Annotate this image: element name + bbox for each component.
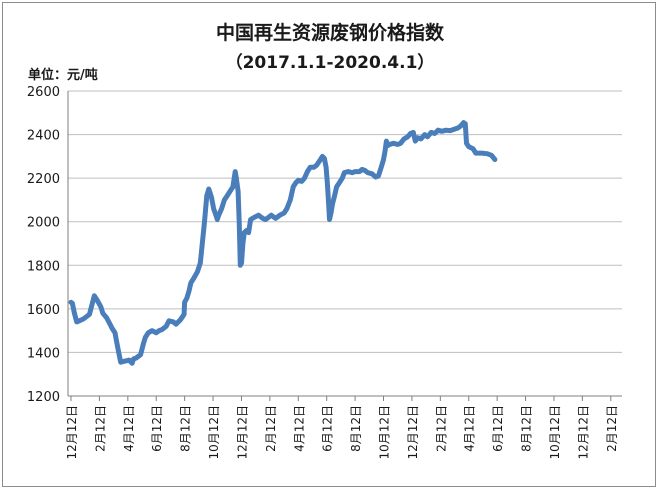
x-tick-label: 10月12日: [548, 405, 562, 460]
y-tick-label: 2000: [27, 216, 60, 231]
gridlines: [68, 90, 622, 397]
y-tick-label: 1200: [27, 390, 60, 405]
x-tick-label: 8月12日: [520, 405, 534, 452]
y-tick-label: 1800: [27, 259, 60, 274]
x-tick-label: 12月12日: [235, 405, 249, 460]
x-tick-label: 4月12日: [122, 405, 136, 452]
y-axis-ticks: 1200 1400 1600 1800 2000 2200 2400 2600: [27, 85, 60, 405]
x-tick-label: 6月12日: [321, 405, 335, 452]
x-tick-label: 4月12日: [463, 405, 477, 452]
x-tick-label: 10月12日: [378, 405, 392, 460]
x-tick-label: 10月12日: [207, 405, 221, 460]
y-tick-label: 2200: [27, 172, 60, 187]
x-tick-label: 12月12日: [576, 405, 590, 460]
x-tick-label: 6月12日: [150, 405, 164, 452]
chart-subtitle: （2017.1.1-2020.4.1）: [225, 53, 435, 73]
x-tick-label: 8月12日: [179, 405, 193, 452]
series-line-price-index: [68, 120, 498, 366]
x-tick-label: 2月12日: [93, 405, 107, 452]
x-axis-ticks: 12月12日 2月12日 4月12日 6月12日 8月12日 10月12日 12月12日 2月…: [65, 396, 619, 460]
chart-frame: [2, 2, 656, 487]
x-tick-label: 4月12日: [292, 405, 306, 452]
y-tick-label: 2600: [27, 85, 60, 100]
chart-title: 中国再生资源废钢价格指数: [215, 22, 444, 44]
x-tick-label: 6月12日: [491, 405, 505, 452]
x-tick-label: 8月12日: [349, 405, 363, 452]
x-tick-label: 2月12日: [434, 405, 448, 452]
y-tick-label: 1600: [27, 303, 60, 318]
x-tick-label: 2月12日: [264, 405, 278, 452]
x-tick-label: 12月12日: [406, 405, 420, 460]
x-tick-label: 12月12日: [65, 405, 79, 460]
x-tick-label: 2月12日: [605, 405, 619, 452]
y-tick-label: 1400: [27, 346, 60, 361]
y-axis-unit-label: 单位：元/吨: [28, 68, 98, 83]
y-tick-label: 2400: [27, 129, 60, 144]
